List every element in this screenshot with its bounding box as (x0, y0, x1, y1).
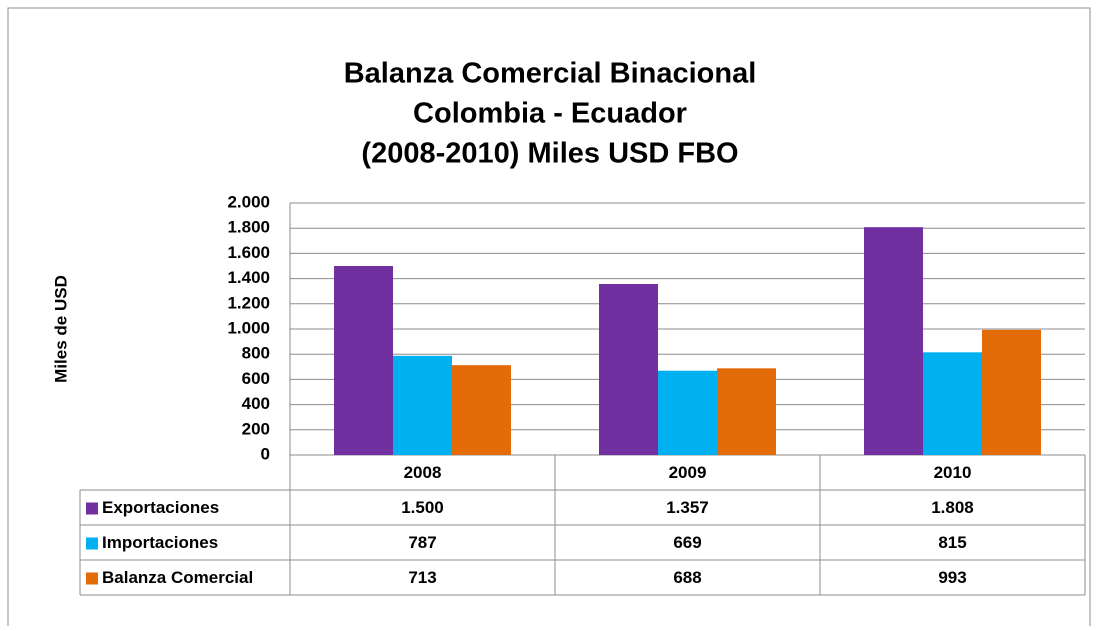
y-tick-label: 1.200 (227, 293, 270, 312)
table-value: 993 (938, 568, 966, 587)
y-tick-label: 2.000 (227, 192, 270, 211)
y-tick-label: 0 (261, 444, 270, 463)
y-tick-label: 1.800 (227, 218, 270, 237)
bar (717, 368, 776, 455)
table-value: 713 (408, 568, 436, 587)
bar (393, 355, 452, 455)
legend-label: Importaciones (102, 533, 218, 552)
bar (982, 329, 1041, 455)
y-tick-label: 1.000 (227, 318, 270, 337)
legend-label: Exportaciones (102, 498, 219, 517)
bar (864, 227, 923, 455)
bar (334, 266, 393, 455)
table-value: 688 (673, 568, 701, 587)
chart-title: (2008-2010) Miles USD FBO (361, 138, 738, 170)
y-tick-label: 1.600 (227, 243, 270, 262)
table-value: 1.357 (666, 498, 709, 517)
table-value: 787 (408, 533, 436, 552)
y-tick-label: 600 (242, 369, 270, 388)
y-tick-label: 400 (242, 394, 270, 413)
legend-swatch (86, 572, 98, 585)
bar (599, 284, 658, 455)
table-value: 669 (673, 533, 701, 552)
legend-label: Balanza Comercial (102, 568, 253, 587)
chart-title: Balanza Comercial Binacional (344, 58, 757, 90)
bar (658, 370, 717, 455)
y-tick-label: 800 (242, 344, 270, 363)
table-value: 815 (938, 533, 966, 552)
legend-swatch (86, 537, 98, 550)
chart-title: Colombia - Ecuador (413, 98, 687, 130)
table-value: 1.808 (931, 498, 974, 517)
x-tick-label: 2009 (669, 463, 707, 482)
y-tick-label: 1.400 (227, 268, 270, 287)
bar (923, 352, 982, 455)
y-axis-label: Miles de USD (51, 275, 70, 383)
table-value: 1.500 (401, 498, 444, 517)
x-tick-label: 2010 (934, 463, 972, 482)
legend-swatch (86, 502, 98, 515)
x-tick-label: 2008 (404, 463, 442, 482)
bar (452, 365, 511, 455)
y-tick-label: 200 (242, 419, 270, 438)
